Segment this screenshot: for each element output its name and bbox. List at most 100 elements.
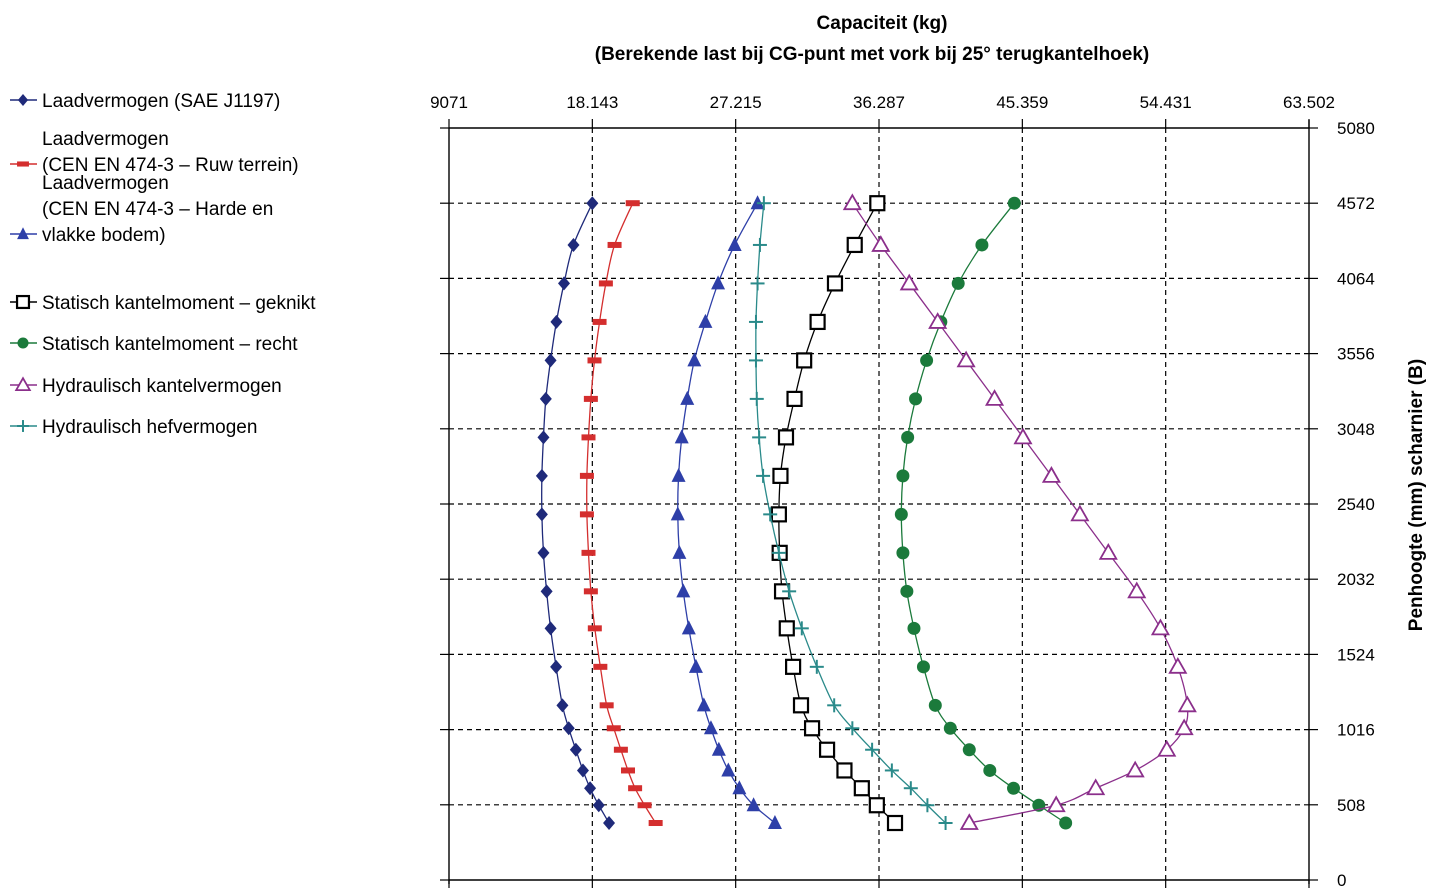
data-point-dash <box>581 549 596 556</box>
legend-label-line: Hydraulisch hefvermogen <box>42 417 257 438</box>
data-point-plus <box>845 721 860 736</box>
chart-subtitle: (Berekende last bij CG-punt met vork bij… <box>595 44 1150 65</box>
data-point-dash <box>17 161 29 167</box>
data-point-open-triangle <box>899 273 919 291</box>
data-point-open-triangle <box>1125 760 1145 778</box>
data-point-plus <box>938 816 953 831</box>
data-point-circle <box>920 353 934 367</box>
legend-label-line: Laadvermogen <box>42 173 169 194</box>
data-point-triangle <box>698 313 713 328</box>
data-point-diamond <box>535 507 548 522</box>
data-point-circle <box>896 546 910 560</box>
data-point-plus <box>903 781 918 796</box>
data-point-triangle <box>17 227 29 240</box>
data-point-open-square <box>785 658 802 675</box>
data-point-triangle <box>681 620 696 635</box>
data-point-open-square <box>792 697 810 714</box>
legend-label: Statisch kantelmoment – recht <box>42 334 298 355</box>
data-point-diamond <box>537 430 550 445</box>
data-point-open-square <box>853 780 870 797</box>
legend-label-line: Laadvermogen (SAE J1197) <box>42 91 280 112</box>
data-point-open-triangle <box>1041 466 1061 483</box>
series-6 <box>842 193 1197 830</box>
data-point-circle <box>943 721 957 735</box>
data-point-circle <box>17 337 29 349</box>
data-point-open-square <box>777 429 795 446</box>
data-point-open-square <box>778 620 795 637</box>
data-point-triangle <box>670 506 685 521</box>
legend-label-line: (CEN EN 474-3 – Harde en <box>42 199 273 220</box>
legend-item-5: Statisch kantelmoment – recht <box>10 334 298 355</box>
data-point-dash <box>587 357 602 364</box>
data-point-dash <box>637 802 652 809</box>
legend-label-line: Laadvermogen <box>42 129 169 150</box>
data-point-dash <box>613 746 628 753</box>
data-point-plus <box>750 276 765 291</box>
data-point-open-square <box>786 390 803 407</box>
legend-item-6: Hydraulisch kantelvermogen <box>10 376 282 397</box>
data-point-circle <box>907 621 921 635</box>
legend-label: Laadvermogen (CEN EN 474-3 – Ruw terrein) <box>42 129 299 176</box>
data-point-dash <box>593 663 608 670</box>
data-point-open-triangle <box>956 350 976 368</box>
y-tick-label: 4064 <box>1337 269 1375 288</box>
data-point-plus <box>771 545 786 560</box>
data-point-circle <box>916 660 930 674</box>
data-point-diamond <box>544 621 557 636</box>
legend-label-line: Hydraulisch kantelvermogen <box>42 376 282 397</box>
data-point-open-triangle <box>1174 718 1194 736</box>
x-tick-label: 63.502 <box>1283 93 1335 112</box>
data-point-triangle <box>672 544 687 559</box>
data-point-triangle <box>688 658 703 673</box>
data-point-dash <box>625 200 640 207</box>
data-point-plus <box>920 798 935 813</box>
data-point-triangle <box>721 762 736 777</box>
legend-item-4: Statisch kantelmoment – geknikt <box>10 293 316 314</box>
data-point-dash <box>583 395 598 402</box>
y-tick-label: 2032 <box>1337 570 1375 589</box>
data-point-plus <box>865 742 880 757</box>
data-point-open-square <box>836 762 853 779</box>
x-tick-label: 36.287 <box>853 93 905 112</box>
data-point-diamond <box>576 763 589 778</box>
data-point-dash <box>599 702 614 709</box>
data-point-plus <box>827 698 842 713</box>
data-point-open-triangle <box>1157 739 1177 757</box>
axes <box>440 119 1318 888</box>
legend-label-line: Statisch kantelmoment – recht <box>42 334 298 355</box>
data-point-open-triangle <box>1070 504 1090 522</box>
data-point-open-triangle <box>1098 543 1118 560</box>
data-point-diamond <box>586 196 599 211</box>
data-point-triangle <box>674 429 689 444</box>
y-tick-labels: 0 508 1016 1524 2032 2540 3048 3556 4064 4572 5080 <box>1337 119 1375 890</box>
data-point-circle <box>909 392 923 406</box>
data-point-open-triangle <box>959 813 979 830</box>
data-point-plus <box>794 621 809 636</box>
x-tick-label: 45.359 <box>996 93 1048 112</box>
data-point-circle <box>951 276 965 290</box>
data-point-dash <box>587 625 602 632</box>
chart-title: Capaciteit (kg) <box>817 13 948 34</box>
y-tick-label: 2540 <box>1337 495 1375 514</box>
data-point-diamond <box>550 659 563 674</box>
data-point-circle <box>1007 196 1021 210</box>
data-point-dash <box>607 241 622 248</box>
y-tick-label: 1016 <box>1337 721 1375 740</box>
data-point-plus <box>748 314 763 329</box>
data-point-open-triangle <box>985 389 1005 406</box>
data-point-circle <box>928 698 942 712</box>
data-point-open-triangle <box>842 193 862 211</box>
data-point-circle <box>962 743 976 757</box>
x-tick-label: 9071 <box>430 93 468 112</box>
data-point-dash <box>620 767 635 774</box>
data-point-circle <box>1059 816 1073 830</box>
data-point-diamond <box>540 584 553 599</box>
data-point-dash <box>648 820 663 827</box>
legend-label: Laadvermogen (SAE J1197) <box>42 91 280 112</box>
data-point-circle <box>901 430 915 444</box>
data-point-open-square <box>809 313 826 331</box>
data-point-triangle <box>732 780 747 795</box>
data-point-open-square <box>818 741 836 758</box>
data-point-circle <box>900 584 914 598</box>
data-point-triangle <box>711 741 726 756</box>
